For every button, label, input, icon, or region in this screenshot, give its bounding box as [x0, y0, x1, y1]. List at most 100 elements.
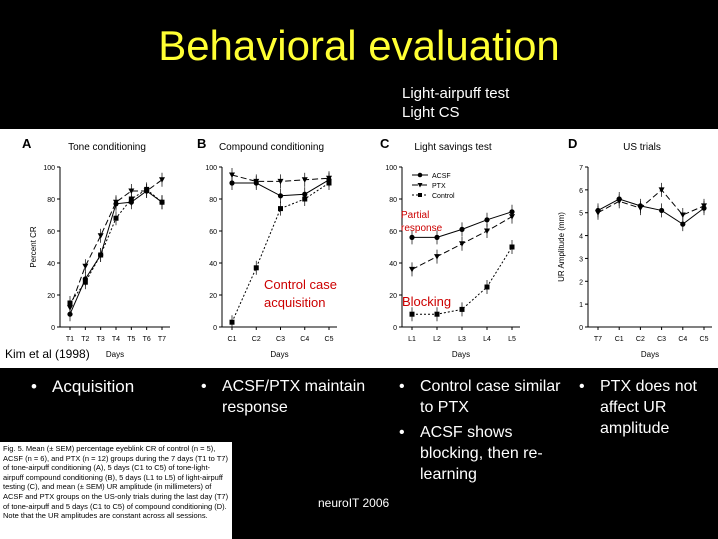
legend-label: ACSF	[432, 173, 451, 180]
test-note-line: Light-airpuff test	[402, 85, 510, 102]
data-point	[82, 263, 89, 270]
data-point	[459, 306, 465, 312]
bullet-item: PTX does not affect UR amplitude	[576, 376, 716, 439]
data-point	[434, 311, 440, 317]
data-point	[484, 284, 490, 290]
bullet-item: Control case similar to PTX	[396, 376, 571, 418]
x-tick-label: L3	[458, 336, 466, 343]
y-tick-label: 20	[209, 293, 217, 300]
panel-title: Light savings test	[414, 142, 491, 153]
x-tick-label: L1	[408, 336, 416, 343]
panel-letter: C	[380, 136, 390, 151]
data-point	[128, 188, 135, 194]
data-point	[484, 217, 490, 223]
footer-credit: neuroIT 2006	[318, 496, 390, 510]
chart-panel-c: C Light savings test 0 20 40 60 80 100 L1 L2 L3 L4 L…	[380, 136, 520, 359]
x-tick-label: C3	[276, 336, 285, 343]
chart-panel-a: A Tone conditioning 0 20 40 60 80 100 T1 T2 T3 T4 T5…	[22, 136, 170, 359]
y-tick-label: 0	[579, 325, 583, 332]
y-tick-label: 7	[579, 165, 583, 172]
x-tick-label: C1	[228, 336, 237, 343]
y-tick-label: 80	[389, 197, 397, 204]
panel-title: Tone conditioning	[68, 142, 146, 153]
x-tick-label: T2	[81, 336, 89, 343]
data-point	[97, 233, 104, 239]
data-point	[113, 215, 119, 221]
blocking-label: Blocking	[402, 294, 451, 309]
data-point	[82, 279, 88, 285]
chart-panel-b: B Compound conditioning 0 20 40 60 80 100 C1 C2 C3…	[197, 136, 337, 359]
y-tick-label: 4	[579, 234, 583, 241]
legend-marker	[417, 183, 423, 188]
series-line	[412, 246, 513, 315]
y-tick-label: 40	[209, 261, 217, 268]
data-point	[159, 177, 165, 183]
test-note: Light-airpuff test Light CS	[402, 84, 509, 122]
partial-response-label: Partial	[401, 210, 429, 221]
data-point	[484, 228, 490, 234]
y-tick-label: 80	[209, 197, 217, 204]
legend-marker	[417, 172, 423, 178]
data-point	[229, 172, 235, 178]
data-point	[229, 180, 235, 186]
data-point	[658, 187, 665, 193]
legend-label: PTX	[432, 183, 446, 190]
bullet-column-2: ACSF/PTX maintain response	[198, 376, 383, 422]
control-case-label: Control case	[264, 277, 337, 292]
x-tick-label: C5	[325, 336, 334, 343]
data-point	[509, 214, 515, 220]
data-point	[128, 196, 134, 202]
data-point	[67, 300, 73, 306]
data-point	[637, 205, 644, 212]
panel-letter: B	[197, 136, 206, 151]
data-point	[509, 244, 515, 250]
y-tick-label: 60	[389, 229, 397, 236]
x-tick-label: T3	[97, 336, 105, 343]
data-point	[616, 198, 623, 205]
data-point	[659, 207, 665, 214]
y-axis-label: Percent CR	[29, 226, 38, 268]
data-point	[680, 221, 686, 227]
control-case-label: acquisition	[264, 295, 325, 310]
x-axis-label: Days	[106, 350, 124, 359]
panel-letter: A	[22, 136, 32, 151]
data-point	[98, 252, 104, 258]
figure-caption: Fig. 5. Mean (± SEM) percentage eyeblink…	[0, 442, 232, 539]
data-point	[229, 319, 235, 325]
data-point	[113, 199, 119, 206]
data-point	[679, 212, 686, 218]
y-tick-label: 5	[579, 211, 583, 218]
data-point	[459, 226, 465, 232]
x-tick-label: L5	[508, 336, 516, 343]
x-tick-label: C5	[700, 336, 709, 343]
x-tick-label: T5	[127, 336, 135, 343]
y-axis-label: UR Amplitude (mm)	[557, 212, 566, 282]
series-line	[597, 198, 705, 225]
x-tick-label: T1	[66, 336, 74, 343]
panel-letter: D	[568, 136, 577, 151]
y-tick-label: 100	[205, 165, 217, 172]
slide-title: Behavioral evaluation	[158, 22, 560, 69]
data-point	[409, 234, 415, 240]
data-point	[701, 203, 707, 209]
y-tick-label: 60	[209, 229, 217, 236]
x-tick-label: C2	[252, 336, 261, 343]
y-tick-label: 1	[579, 302, 583, 309]
y-tick-label: 80	[47, 197, 55, 204]
panel-title: US trials	[623, 142, 661, 153]
y-tick-label: 40	[389, 261, 397, 268]
y-tick-label: 0	[51, 325, 55, 332]
x-tick-label: C2	[636, 336, 645, 343]
bullet-column-3: Control case similar to PTX ACSF shows b…	[396, 376, 571, 489]
x-tick-label: L2	[433, 336, 441, 343]
partial-response-label: response	[401, 223, 443, 234]
y-tick-label: 40	[47, 261, 55, 268]
y-tick-label: 100	[385, 165, 397, 172]
data-point	[595, 210, 601, 216]
x-tick-label: T7	[594, 336, 602, 343]
bullet-item: Acquisition	[28, 376, 188, 397]
x-axis-label: Days	[270, 350, 288, 359]
y-tick-label: 6	[579, 188, 583, 195]
